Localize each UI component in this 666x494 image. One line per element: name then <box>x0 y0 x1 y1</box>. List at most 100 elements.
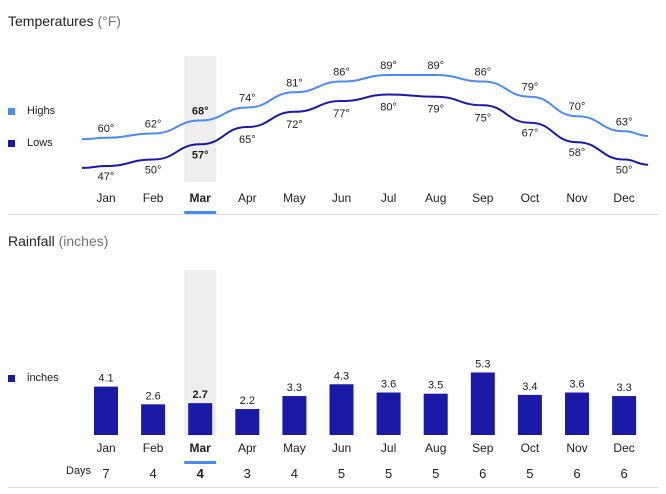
lows-data-label: 58° <box>569 147 586 159</box>
rainfall-month-tick: May <box>283 441 306 455</box>
temperature-month-tick: May <box>283 191 306 205</box>
rainfall-bar <box>94 386 118 435</box>
lows-data-label: 79° <box>427 104 444 116</box>
rain-days-value: 5 <box>385 466 392 481</box>
rainfall-month-tick: Mar <box>190 441 212 455</box>
lows-data-label: 75° <box>474 112 491 124</box>
rainfall-data-label: 5.3 <box>475 358 490 370</box>
rainfall-data-label: 3.3 <box>616 382 631 394</box>
rain-days-value: 4 <box>291 466 298 481</box>
highs-swatch <box>8 107 15 115</box>
rainfall-bar <box>188 403 213 435</box>
rainfall-bar <box>235 409 260 435</box>
rainfall-data-label: 3.5 <box>428 380 443 392</box>
highs-data-label: 70° <box>569 101 586 113</box>
rainfall-month-tick: Apr <box>238 441 257 455</box>
temperature-month-tick: Aug <box>425 191 446 205</box>
rainfall-bar <box>517 394 542 435</box>
lows-data-label: 50° <box>616 165 633 177</box>
rain-days-value: 5 <box>338 466 345 481</box>
rainfall-bar <box>612 396 637 435</box>
highs-data-label: 89° <box>427 60 444 72</box>
rainfall-month-tick: Jul <box>381 441 396 455</box>
temperature-month-tick: Jul <box>381 191 396 205</box>
rainfall-data-label: 2.7 <box>193 389 208 401</box>
rainfall-bar <box>565 392 589 435</box>
rainfall-month-tick: Jan <box>96 441 115 455</box>
rainfall-data-label: 4.3 <box>334 370 349 382</box>
lows-data-label: 67° <box>522 128 539 140</box>
legend-lows-label: Lows <box>27 137 53 149</box>
lows-data-label: 72° <box>286 119 303 131</box>
legend-rainfall: inches <box>8 372 59 384</box>
temperature-title: Temperatures (°F) <box>8 13 121 29</box>
rain-days-value: 4 <box>197 466 205 481</box>
rain-days-value: 6 <box>573 466 580 481</box>
highs-series-line <box>81 74 649 141</box>
rainfall-month-tick: Dec <box>613 441 634 455</box>
rain-days-value: 7 <box>102 466 109 481</box>
rainfall-bar <box>282 396 307 435</box>
days-label: Days <box>66 465 92 477</box>
temperature-month-tick: Mar <box>190 191 212 205</box>
rainfall-unit: (inches) <box>58 233 109 249</box>
rain-days-value: 5 <box>432 466 439 481</box>
highs-data-label: 81° <box>286 77 303 89</box>
legend-rainfall-label: inches <box>27 372 59 384</box>
rain-days-value: 3 <box>244 466 251 481</box>
lows-data-label: 57° <box>192 149 209 161</box>
selected-month-underline <box>184 211 217 214</box>
rainfall-data-label: 2.6 <box>145 390 160 402</box>
rainfall-bar <box>329 384 354 435</box>
rain-days-value: 4 <box>149 466 156 481</box>
rainfall-month-tick: Nov <box>566 441 587 455</box>
legend-lows: Lows <box>8 137 53 149</box>
temperature-chart: 60° 62° 68° 74° 81° 86° 89° 89° 86° 79° 70° 63° 47° 5… <box>81 56 649 214</box>
temperature-month-tick: Jan <box>96 191 115 205</box>
lows-swatch <box>8 139 15 147</box>
lows-data-label: 77° <box>333 108 350 120</box>
lows-data-label: 65° <box>239 134 256 146</box>
highs-data-label: 74° <box>239 93 256 105</box>
rainfall-month-tick: Feb <box>143 441 164 455</box>
rainfall-title: Rainfall (inches) <box>8 233 108 249</box>
highs-data-label: 86° <box>474 67 491 79</box>
rainfall-month-tick: Jun <box>332 441 351 455</box>
lows-data-label: 50° <box>145 165 162 177</box>
rain-days-value: 6 <box>479 466 486 481</box>
legend-highs-label: Highs <box>27 105 56 117</box>
rainfall-data-label: 3.6 <box>381 379 396 391</box>
rainfall-data-label: 3.4 <box>522 381 537 393</box>
highs-data-label: 86° <box>333 67 350 79</box>
rainfall-bar <box>423 393 448 435</box>
rainfall-data-label: 3.6 <box>569 379 584 391</box>
temperature-month-tick: Feb <box>143 191 164 205</box>
temperature-month-tick: Apr <box>238 191 257 205</box>
rainfall-bar <box>470 372 495 435</box>
rain-days-value: 6 <box>620 466 627 481</box>
highs-data-label: 89° <box>380 60 397 72</box>
rainfall-month-tick: Aug <box>425 441 446 455</box>
lows-data-label: 80° <box>380 102 397 114</box>
temperature-month-tick: Jun <box>332 191 351 205</box>
highs-data-label: 63° <box>616 116 633 128</box>
rainfall-data-label: 2.2 <box>240 395 255 407</box>
highs-data-label: 68° <box>192 106 209 118</box>
temperature-month-tick: Sep <box>472 191 494 205</box>
lows-series-line <box>81 93 649 169</box>
bottom-divider <box>8 487 658 488</box>
rainfall-month-tick: Sep <box>472 441 494 455</box>
rainfall-title-text: Rainfall <box>8 233 55 249</box>
rainfall-month-tick: Oct <box>521 441 540 455</box>
lows-data-label: 47° <box>98 171 115 183</box>
temperature-month-tick: Nov <box>566 191 587 205</box>
rain-days-value: 5 <box>526 466 533 481</box>
highs-data-label: 60° <box>98 123 115 135</box>
highs-data-label: 79° <box>522 82 539 94</box>
temperature-title-text: Temperatures <box>8 13 94 29</box>
temperature-unit: (°F) <box>97 13 121 29</box>
rainfall-bar <box>376 392 401 435</box>
rainfall-data-label: 3.3 <box>287 382 302 394</box>
rainfall-data-label: 4.1 <box>98 373 113 385</box>
